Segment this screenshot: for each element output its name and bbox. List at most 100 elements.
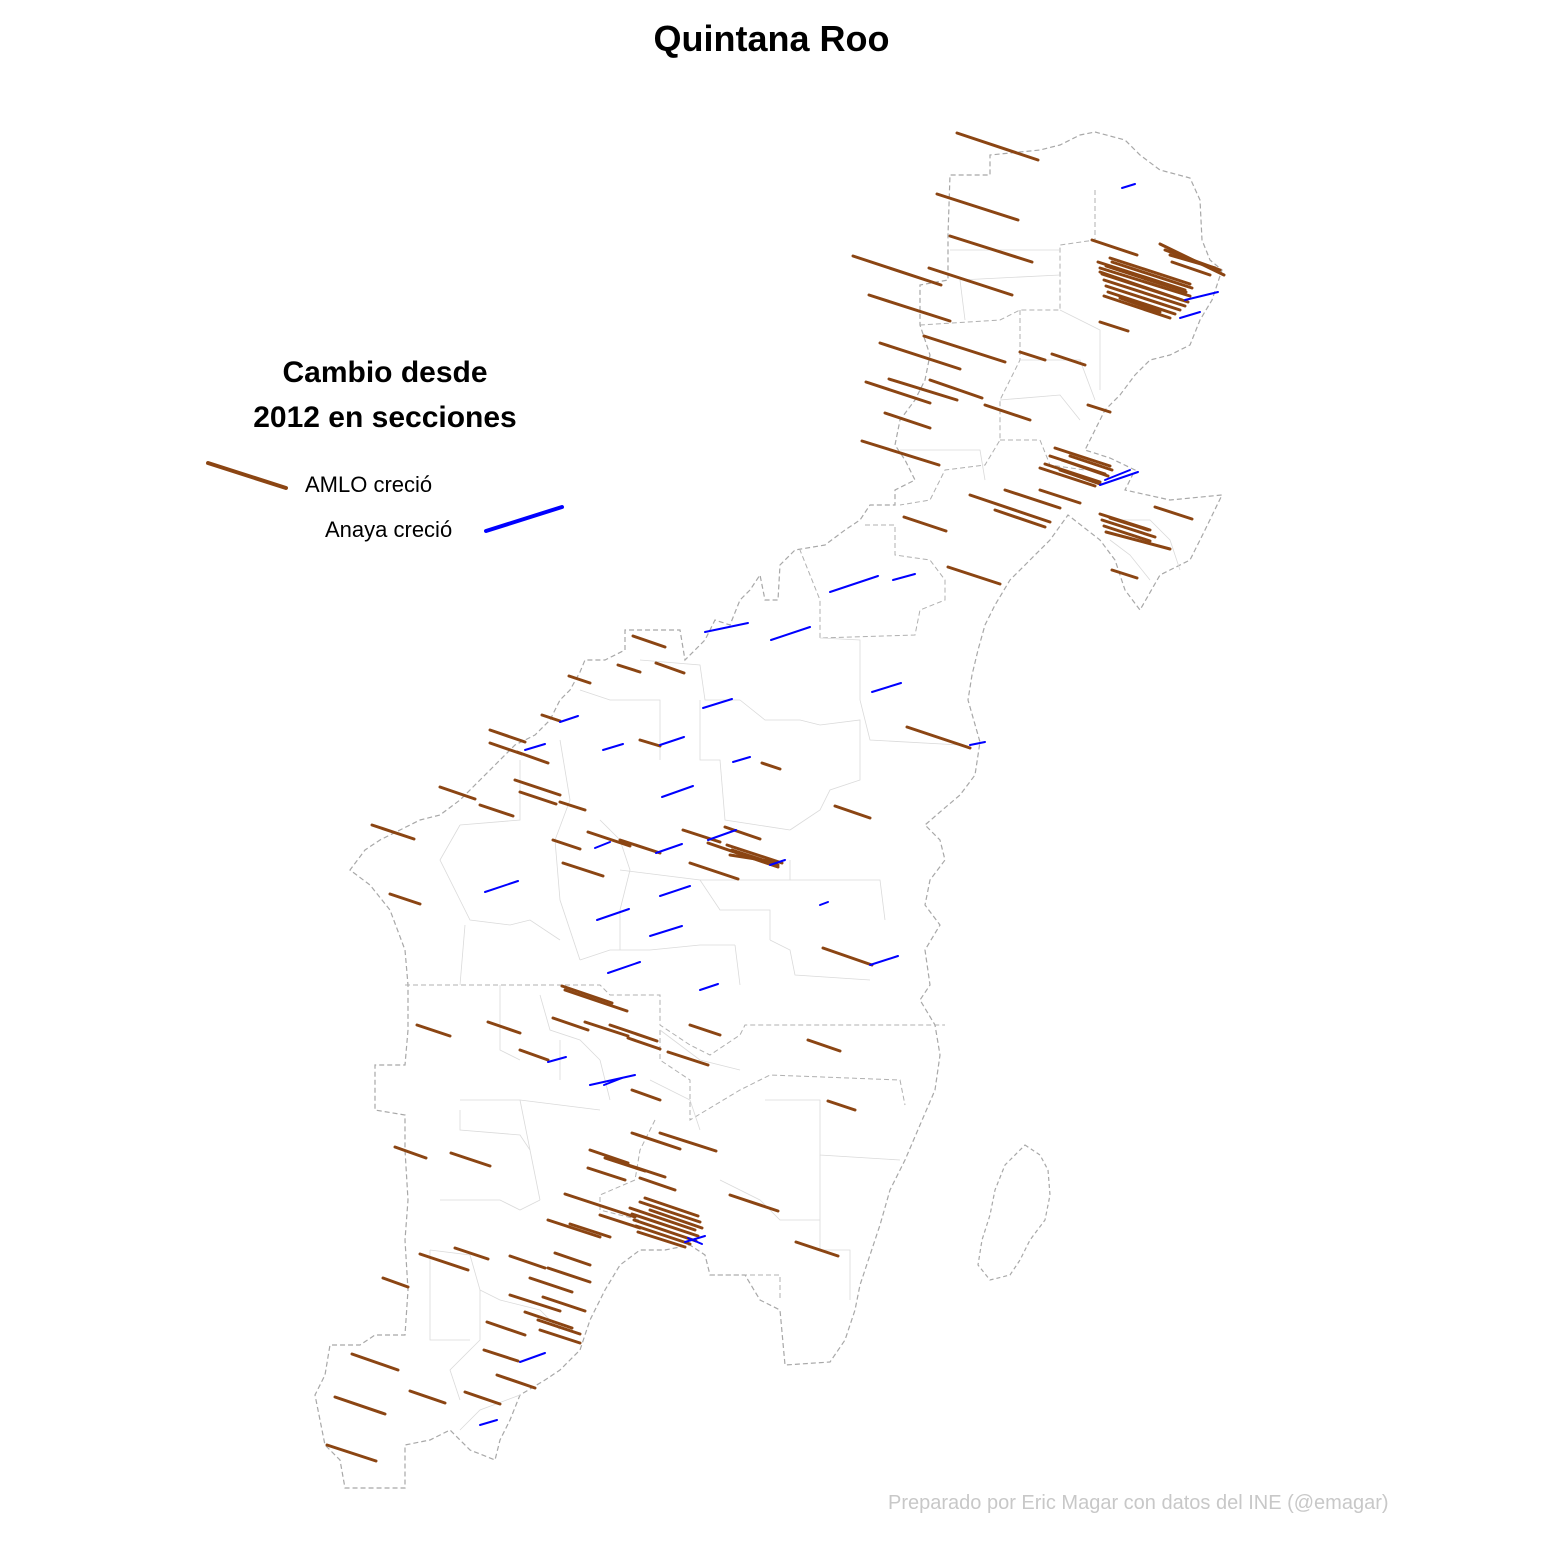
amlo-arrow: [463, 1390, 502, 1406]
amlo-arrow: [546, 1266, 592, 1284]
amlo-arrow: [760, 761, 782, 771]
anaya-arrow: [770, 626, 811, 641]
anaya-arrow: [702, 698, 733, 709]
amlo-arrow: [821, 946, 874, 967]
anaya-arrow: [869, 955, 899, 966]
amlo-arrow: [508, 1254, 547, 1270]
amlo-arrow: [583, 1020, 630, 1038]
anaya-arrow: [519, 1352, 546, 1363]
amlo-arrow: [563, 1192, 637, 1219]
amlo-arrow: [1090, 238, 1139, 257]
amlo-arrow: [551, 1016, 590, 1032]
anaya-arrow: [732, 756, 751, 763]
amlo-arrow: [536, 1318, 582, 1336]
legend-amlo-label: AMLO creció: [305, 472, 433, 497]
amlo-arrow: [955, 131, 1040, 162]
amlo-arrow: [618, 838, 662, 855]
amlo-arrow: [631, 634, 667, 649]
anaya-arrow: [892, 573, 916, 581]
amlo-cluster-playa: [1038, 446, 1114, 488]
amlo-arrows: [325, 131, 1194, 1463]
amlo-arrow: [1003, 488, 1062, 510]
anaya-arrow: [704, 622, 749, 633]
amlo-arrow: [553, 1251, 592, 1267]
amlo-arrow: [586, 830, 632, 848]
amlo-arrow: [1098, 320, 1130, 333]
amlo-arrow: [528, 1276, 574, 1294]
amlo-arrow: [666, 1050, 710, 1067]
anaya-arrow: [602, 743, 624, 751]
anaya-arrow: [589, 1074, 636, 1086]
amlo-arrow: [538, 1328, 582, 1345]
amlo-arrow: [1018, 350, 1047, 362]
amlo-arrow: [598, 1213, 642, 1230]
amlo-arrow: [867, 293, 952, 323]
anaya-arrow: [607, 961, 641, 974]
amlo-arrow: [658, 1131, 718, 1153]
amlo-arrow: [688, 1023, 722, 1037]
anaya-arrow: [603, 1077, 623, 1086]
amlo-arrow: [586, 1166, 627, 1182]
legend-title-line2: 2012 en secciones: [253, 401, 517, 434]
amlo-arrow: [948, 234, 1034, 264]
amlo-arrow: [567, 674, 592, 685]
amlo-arrow: [626, 1036, 662, 1051]
amlo-arrow: [508, 1293, 562, 1313]
amlo-arrow: [418, 1252, 470, 1272]
amlo-arrow: [558, 800, 587, 812]
anaya-arrow: [1104, 469, 1131, 481]
anaya-arrow: [1184, 291, 1219, 301]
amlo-arrow: [993, 508, 1047, 529]
cozumel-island: [977, 1144, 1051, 1281]
anaya-arrow: [479, 1419, 498, 1426]
section-boundaries: [429, 249, 1181, 1431]
amlo-arrow: [561, 861, 605, 878]
amlo-arrow: [725, 843, 784, 865]
amlo-arrow: [806, 1038, 842, 1053]
amlo-cluster-cozumel-side: [1098, 512, 1172, 551]
amlo-arrow: [563, 988, 629, 1013]
amlo-arrow: [388, 892, 422, 906]
amlo-arrow: [905, 725, 972, 750]
amlo-arrow: [654, 661, 686, 675]
amlo-arrow: [688, 861, 740, 881]
amlo-arrow: [883, 411, 932, 430]
amlo-arrow: [488, 728, 527, 744]
anaya-arrow: [661, 785, 694, 798]
amlo-arrow: [325, 1443, 378, 1463]
legend-amlo-arrow: [206, 461, 288, 490]
amlo-arrow: [518, 1048, 550, 1062]
amlo-arrow: [1086, 403, 1112, 414]
anaya-arrow: [649, 925, 683, 937]
anaya-arrow: [829, 575, 879, 593]
amlo-arrow: [833, 804, 872, 820]
anaya-arrow: [559, 715, 579, 723]
anaya-arrow: [594, 841, 611, 849]
amlo-arrow: [523, 1310, 574, 1330]
amlo-arrow: [333, 1395, 387, 1416]
legend-title: Cambio desde 2012 en secciones: [200, 350, 570, 440]
amlo-arrow: [968, 493, 1052, 524]
legend-title-line1: Cambio desde: [282, 356, 488, 389]
legend: Cambio desde 2012 en secciones AMLO crec…: [200, 350, 580, 542]
amlo-arrow: [449, 1151, 492, 1168]
amlo-arrow: [541, 1295, 587, 1313]
amlo-arrow: [415, 1023, 452, 1038]
amlo-arrow: [551, 838, 582, 851]
anaya-arrow: [819, 901, 829, 906]
amlo-arrow: [616, 663, 642, 674]
amlo-arrow: [1110, 568, 1139, 580]
anaya-arrow: [484, 880, 519, 893]
amlo-arrow: [638, 1176, 677, 1192]
amlo-arrow: [826, 1099, 857, 1112]
anaya-arrow: [1121, 183, 1136, 189]
credit-text: Preparado por Eric Magar con datos del I…: [888, 1492, 1389, 1514]
amlo-arrow: [453, 1246, 490, 1261]
amlo-arrow: [706, 841, 780, 869]
amlo-arrow: [878, 341, 962, 371]
amlo-arrow: [438, 785, 477, 801]
amlo-arrow: [638, 738, 662, 748]
amlo-arrow: [482, 1348, 520, 1363]
anaya-cluster-chetumal: [684, 1235, 706, 1245]
